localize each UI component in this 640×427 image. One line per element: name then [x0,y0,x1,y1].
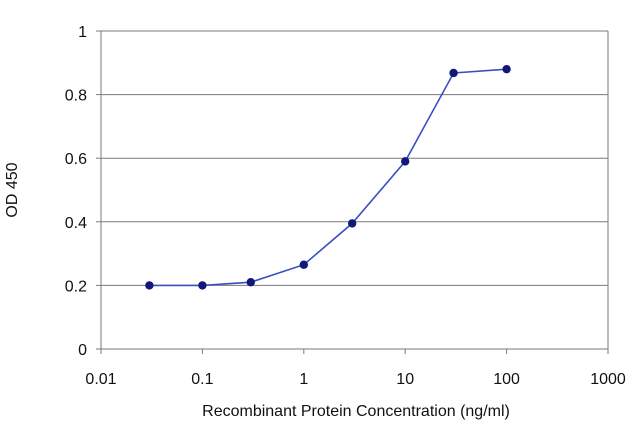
x-axis-title: Recombinant Protein Concentration (ng/ml… [202,403,510,420]
x-tick-label: 0.01 [85,371,116,388]
data-point [299,260,308,269]
axes [96,30,609,354]
data-point [449,68,458,78]
data-point [246,278,255,287]
y-tick-label: 1 [78,24,87,41]
y-tick-label: 0 [78,342,87,359]
y-axis-title: OD 450 [4,162,21,217]
y-tick-label: 0.2 [65,278,87,295]
y-tick-labels: 0 0.2 0.4 0.6 0.8 1 [65,24,87,359]
y-tick-label: 0.6 [65,151,87,168]
series-1 [145,64,511,290]
data-point [502,64,511,74]
x-tick-label: 1000 [590,371,626,388]
data-point [198,281,207,290]
gridlines [101,30,608,286]
y-tick-label: 0.8 [65,88,87,105]
data-point [347,219,357,228]
x-tick-labels: 0.01 0.1 1 10 100 1000 [85,371,625,388]
data-point [145,281,154,290]
data-point [401,157,410,166]
x-tick-label: 1 [299,371,308,388]
x-tick-label: 10 [396,371,414,388]
series-line [149,68,507,287]
x-tick-label: 100 [493,371,520,388]
y-tick-label: 0.4 [65,215,87,232]
x-tick-label: 0.1 [191,371,213,388]
